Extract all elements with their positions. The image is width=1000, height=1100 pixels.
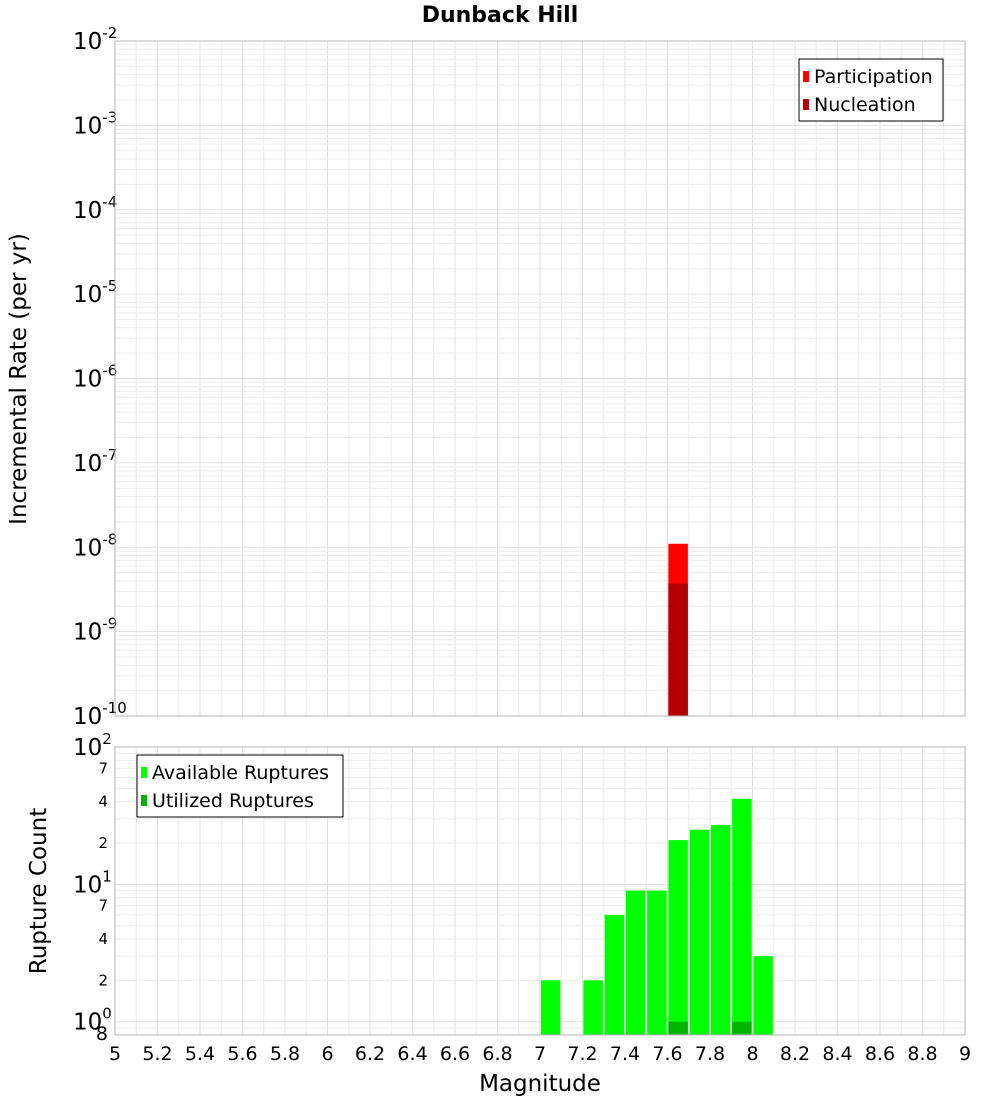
rate-y-tick-labels: 10-10 10-9 10-8 10-7 10-6 10-5 10-4 10-3 10-2: [73, 24, 127, 730]
x-tick-label: 5.6: [227, 1043, 257, 1065]
bar-available-ruptures: [689, 829, 710, 1035]
rate-y-tick-label: 10-9: [73, 615, 117, 646]
bar-nucleation: [668, 583, 688, 716]
rate-grid: [114, 41, 966, 717]
bar-available-ruptures: [710, 825, 731, 1035]
count-y-minor-tick-label: 7: [98, 897, 108, 915]
x-tick-label: 7.2: [567, 1043, 597, 1065]
count-y-tick-labels: 100 101 102 8 2 4 7 2 4 7: [73, 730, 112, 1045]
rate-y-tick-label: 10-6: [73, 362, 117, 393]
legend-label: Utilized Ruptures: [152, 790, 314, 812]
bar-available-ruptures: [753, 956, 773, 1035]
bar-utilized-ruptures: [732, 1021, 752, 1035]
bar-available-ruptures: [540, 980, 561, 1035]
x-tick-label: 8.8: [907, 1043, 937, 1065]
rate-y-tick-label: 10-5: [73, 277, 117, 308]
rate-y-axis-title: Incremental Rate (per yr): [6, 233, 32, 525]
legend-label: Available Ruptures: [152, 762, 329, 784]
bar-available-ruptures: [668, 840, 688, 1035]
rate-y-tick-label: 10-4: [73, 193, 117, 224]
legend-label: Nucleation: [814, 94, 916, 116]
x-tick-label: 9: [959, 1043, 971, 1065]
x-tick-label: 6.4: [397, 1043, 427, 1065]
x-tick-label: 7.6: [652, 1043, 682, 1065]
count-grid: [114, 747, 966, 1036]
legend-swatch: [141, 767, 147, 778]
count-y-minor-tick-label: 7: [98, 759, 108, 777]
count-y-tick-label: 102: [73, 730, 112, 761]
legend-swatch: [141, 795, 147, 806]
x-tick-label: 5: [109, 1043, 121, 1065]
legend-swatch: [803, 99, 809, 110]
bar-available-ruptures: [625, 890, 646, 1035]
count-y-minor-tick-label: 2: [98, 834, 108, 852]
bar-utilized-ruptures: [668, 1021, 688, 1035]
x-tick-label: 8: [746, 1043, 758, 1065]
x-tick-label: 5.4: [185, 1043, 215, 1065]
count-y-minor-tick-label: 4: [98, 793, 108, 811]
x-tick-label: 5.2: [142, 1043, 172, 1065]
x-axis-title: Magnitude: [479, 1071, 601, 1097]
x-tick-label: 6.8: [482, 1043, 512, 1065]
legend-label: Participation: [814, 66, 933, 88]
count-y-tick-label: 101: [73, 867, 112, 898]
rate-legend: Participation Nucleation: [798, 58, 944, 122]
count-y-minor-tick-label: 8: [96, 1023, 108, 1045]
count-legend: Available Ruptures Utilized Ruptures: [136, 754, 344, 818]
x-tick-label: 6: [321, 1043, 333, 1065]
x-tick-label: 7: [534, 1043, 546, 1065]
bar-available-ruptures: [583, 980, 603, 1035]
chart-title: Dunback Hill: [422, 3, 579, 28]
x-tick-label: 8.6: [865, 1043, 895, 1065]
x-tick-label: 5.8: [270, 1043, 300, 1065]
x-tick-label: 6.6: [440, 1043, 470, 1065]
x-tick-label: 8.4: [822, 1043, 852, 1065]
x-tick-label: 7.4: [610, 1043, 640, 1065]
legend-swatch: [803, 71, 809, 82]
count-y-tick-label: 100: [73, 1005, 112, 1036]
count-y-axis-title: Rupture Count: [26, 808, 52, 974]
rate-y-tick-label: 10-8: [73, 530, 117, 561]
rate-y-tick-label: 10-3: [73, 108, 117, 139]
bar-available-ruptures: [604, 914, 625, 1035]
rate-y-tick-label: 10-7: [73, 446, 117, 477]
rate-bars: [668, 543, 688, 716]
count-y-minor-tick-label: 4: [98, 930, 108, 948]
x-tick-label: 6.2: [355, 1043, 385, 1065]
bar-available-ruptures: [647, 890, 667, 1035]
count-y-minor-tick-label: 2: [98, 971, 108, 989]
rate-panel: 10-10 10-9 10-8 10-7 10-6 10-5 10-4 10-3 10-2 In…: [6, 24, 966, 730]
x-tick-label: 7.8: [695, 1043, 725, 1065]
x-tick-label: 8.2: [780, 1043, 810, 1065]
count-bars: [540, 798, 773, 1035]
count-panel: 100 101 102 8 2 4 7 2 4 7 Rupture Count Available…: [26, 730, 966, 1045]
rate-y-tick-label: 10-2: [73, 24, 117, 55]
bar-available-ruptures: [732, 798, 752, 1035]
legend-box: [136, 754, 344, 818]
rate-y-tick-label: 10-10: [73, 699, 127, 730]
x-tick-labels: 5 5.2 5.4 5.6 5.8 6 6.2 6.4 6.6 6.8 7 7.2 7.4 7.6 7.8 8…: [109, 1043, 971, 1065]
legend-box: [798, 58, 944, 122]
